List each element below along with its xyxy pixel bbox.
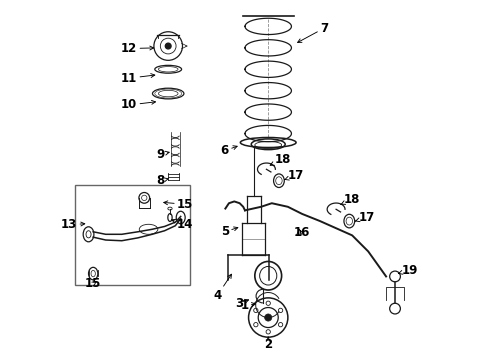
Text: 7: 7 [297, 22, 328, 42]
Text: 3: 3 [235, 297, 248, 310]
Text: 1: 1 [241, 299, 256, 312]
Text: 15: 15 [85, 277, 101, 290]
Text: 16: 16 [293, 226, 310, 239]
Text: 18: 18 [341, 193, 360, 206]
Circle shape [265, 314, 272, 321]
Text: 10: 10 [121, 99, 155, 112]
Text: 14: 14 [172, 218, 194, 231]
Text: 4: 4 [214, 274, 231, 302]
Text: 19: 19 [398, 264, 418, 276]
Circle shape [165, 43, 171, 49]
Text: 9: 9 [156, 148, 169, 161]
Text: 13: 13 [61, 218, 85, 231]
Text: 6: 6 [220, 144, 237, 157]
Bar [75, 185, 190, 285]
Text: 5: 5 [220, 225, 238, 238]
Text: 15: 15 [164, 198, 194, 211]
Text: 17: 17 [356, 211, 375, 224]
Text: 18: 18 [270, 153, 291, 166]
Text: 8: 8 [156, 174, 168, 187]
Text: 2: 2 [264, 337, 272, 351]
Text: 17: 17 [285, 169, 304, 182]
Text: 11: 11 [121, 72, 155, 85]
Text: 12: 12 [121, 42, 154, 55]
